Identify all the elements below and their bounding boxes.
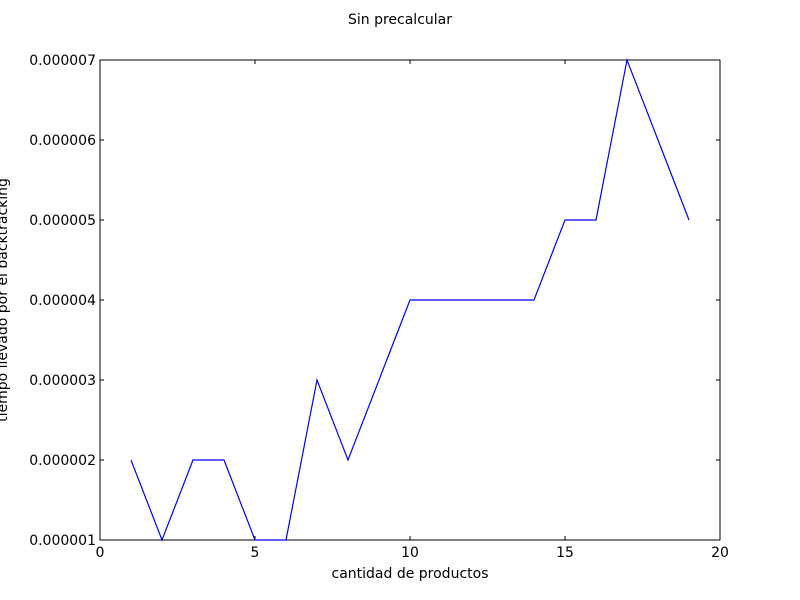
- x-tick-label: 20: [711, 545, 729, 561]
- x-tick-label: 0: [96, 545, 105, 561]
- series-line: [130, 57, 690, 542]
- x-tick-label: 5: [251, 545, 260, 561]
- x-tick-label: 15: [556, 545, 574, 561]
- y-tick-label: 0.000003: [29, 373, 96, 389]
- y-tick-label: 0.000006: [29, 133, 96, 149]
- y-tick-label: 0.000004: [29, 293, 96, 309]
- x-tick-label: 10: [401, 545, 419, 561]
- y-tick-label: 0.000007: [29, 53, 96, 69]
- x-axis-label: cantidad de productos: [332, 566, 489, 582]
- plot-area: 0 5 10 15 20 0.000001 0.000002 0.000003 0.000004…: [29, 53, 729, 561]
- y-axis-label: tiempo llevado por el backtracking: [0, 178, 11, 422]
- chart-title: Sin precalcular: [348, 12, 452, 28]
- y-tick-label: 0.000005: [29, 213, 96, 229]
- y-tick-label: 0.000002: [29, 453, 96, 469]
- y-tick-label: 0.000001: [29, 533, 96, 549]
